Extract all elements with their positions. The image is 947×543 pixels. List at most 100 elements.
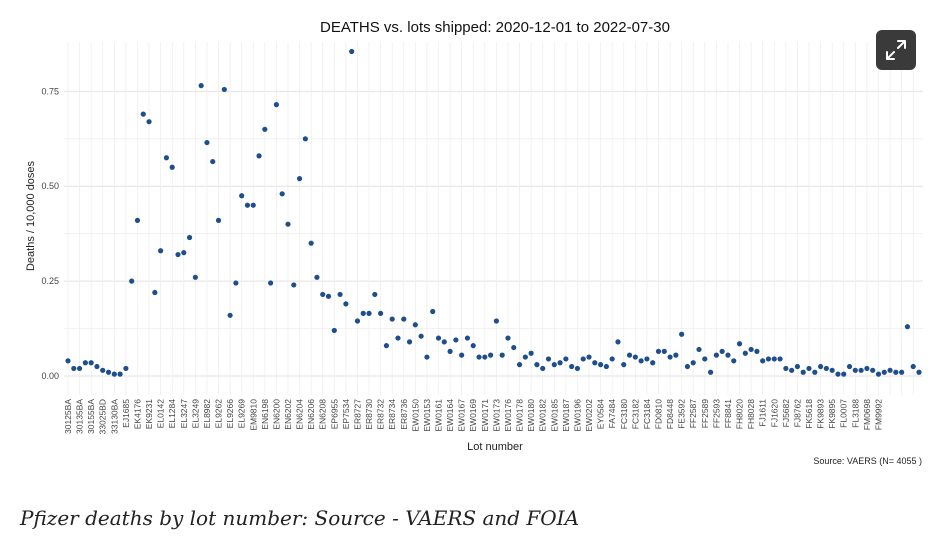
data-point bbox=[215, 217, 222, 223]
data-point bbox=[875, 371, 882, 377]
data-point bbox=[806, 365, 812, 372]
x-tick-label: EW0196 bbox=[572, 399, 582, 432]
x-tick-label: EY0584 bbox=[596, 399, 606, 430]
expand-button[interactable] bbox=[876, 30, 916, 70]
x-tick-label: EP6955 bbox=[329, 399, 339, 430]
data-point bbox=[505, 335, 511, 341]
data-point bbox=[609, 356, 615, 362]
x-tick-label: FK9895 bbox=[827, 399, 837, 429]
data-point bbox=[511, 344, 517, 351]
x-tick-label: FH8028 bbox=[746, 399, 756, 430]
data-point bbox=[881, 369, 887, 375]
x-tick-label: EL0142 bbox=[156, 399, 166, 429]
x-tick-label: EW0187 bbox=[561, 399, 571, 432]
x-tick-label: FF2587 bbox=[688, 399, 698, 429]
data-point bbox=[117, 371, 123, 377]
x-tick-label: FM0698 bbox=[862, 399, 872, 430]
data-point bbox=[667, 354, 673, 360]
x-tick-label: EN6208 bbox=[318, 399, 328, 430]
data-point bbox=[163, 155, 170, 161]
x-tick-label: FC3184 bbox=[642, 399, 652, 430]
data-point bbox=[354, 318, 361, 324]
x-tick-label: FD8448 bbox=[665, 399, 675, 430]
data-point bbox=[82, 360, 88, 366]
data-point bbox=[453, 337, 459, 343]
data-point bbox=[198, 83, 204, 89]
data-point bbox=[650, 360, 656, 366]
x-tick-label: EL3249 bbox=[190, 399, 200, 429]
data-point bbox=[378, 310, 384, 316]
data-point bbox=[296, 176, 303, 182]
data-point bbox=[557, 360, 563, 366]
x-tick-label: FE3592 bbox=[677, 399, 687, 429]
x-tick-label: EW0164 bbox=[445, 399, 455, 432]
data-point bbox=[412, 322, 418, 328]
data-point bbox=[632, 354, 638, 360]
x-tick-label: EL9266 bbox=[225, 399, 235, 429]
data-point bbox=[424, 354, 430, 360]
x-tick-label: FF2593 bbox=[711, 399, 721, 429]
x-tick-label: FC3180 bbox=[619, 399, 629, 430]
x-tick-label: EW0167 bbox=[457, 399, 467, 432]
data-point bbox=[516, 362, 523, 368]
x-tick-label: FC3182 bbox=[630, 399, 640, 430]
data-point bbox=[134, 217, 141, 223]
data-point bbox=[123, 365, 129, 372]
x-tick-label: EN6200 bbox=[271, 399, 281, 430]
data-point bbox=[129, 278, 135, 284]
x-tick-label: FK5618 bbox=[804, 399, 814, 429]
data-point bbox=[105, 369, 112, 375]
data-point bbox=[337, 291, 343, 298]
data-point bbox=[406, 339, 413, 345]
data-point bbox=[140, 111, 146, 117]
data-point bbox=[731, 358, 737, 364]
y-axis-ticks: 0.00 0.25 0.50 0.75 bbox=[41, 86, 59, 381]
data-point bbox=[65, 358, 71, 364]
data-point bbox=[320, 291, 326, 298]
x-tick-label: FD0810 bbox=[653, 399, 663, 430]
grid bbox=[64, 42, 923, 395]
data-point bbox=[441, 339, 447, 345]
data-point bbox=[916, 369, 922, 375]
data-point bbox=[742, 350, 748, 356]
data-point bbox=[325, 293, 332, 299]
x-tick-label: ER8730 bbox=[364, 399, 374, 430]
x-tick-label: FF2589 bbox=[700, 399, 710, 429]
x-tick-label: 30135BA bbox=[75, 399, 85, 434]
x-tick-label: EW0202 bbox=[584, 399, 594, 432]
x-tick-label: FA7484 bbox=[607, 399, 617, 429]
data-point bbox=[250, 202, 256, 208]
data-point bbox=[760, 358, 766, 364]
chart-title: DEATHS vs. lots shipped: 2020-12-01 to 2… bbox=[320, 19, 670, 36]
data-point bbox=[88, 360, 94, 366]
data-point bbox=[239, 193, 245, 199]
data-point bbox=[244, 202, 251, 208]
data-point bbox=[592, 360, 598, 366]
data-point bbox=[366, 310, 372, 316]
data-point bbox=[435, 335, 442, 341]
data-point bbox=[331, 327, 337, 334]
x-tick-label: EN6206 bbox=[306, 399, 316, 430]
data-point bbox=[470, 343, 476, 349]
data-point bbox=[111, 371, 117, 377]
data-point bbox=[789, 367, 795, 373]
data-point bbox=[221, 86, 227, 93]
data-point bbox=[794, 363, 801, 370]
data-point bbox=[563, 356, 569, 362]
expand-icon bbox=[886, 40, 906, 60]
x-tick-label: EL9269 bbox=[237, 399, 247, 429]
data-point bbox=[777, 356, 783, 362]
data-point bbox=[626, 352, 633, 358]
data-point bbox=[829, 367, 835, 373]
data-point bbox=[771, 356, 777, 362]
data-point bbox=[644, 356, 650, 362]
x-tick-label: EK4176 bbox=[132, 399, 142, 430]
x-tick-label: EL8982 bbox=[202, 399, 212, 429]
data-point bbox=[615, 339, 621, 345]
data-point bbox=[210, 158, 216, 165]
x-tick-label: FM9992 bbox=[873, 399, 883, 430]
data-point bbox=[186, 234, 193, 241]
data-point bbox=[817, 363, 824, 370]
data-point bbox=[574, 365, 581, 372]
data-point bbox=[204, 139, 210, 146]
